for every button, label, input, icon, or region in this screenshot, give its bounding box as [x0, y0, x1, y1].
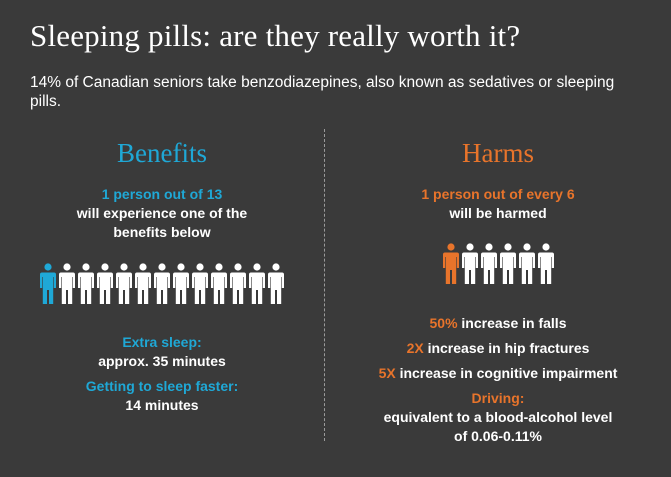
page-subtitle: 14% of Canadian seniors take benzodiazep… [30, 74, 615, 110]
extra-sleep-fact: Extra sleep: approx. 35 minutes [14, 333, 310, 371]
cognitive-value: 5X [378, 365, 396, 381]
harm-person-icon [480, 243, 497, 284]
benefits-heading: Benefits [117, 138, 207, 168]
harm-person-icon [461, 243, 478, 284]
driving-line-1: equivalent to a blood-alcohol level [383, 409, 613, 425]
hip-fractures-fact: 2X increase in hip fractures [340, 339, 656, 358]
falls-text: increase in falls [457, 315, 567, 331]
harms-stat: 1 person out of every 6 will be harmed [340, 185, 656, 223]
driving-line-2: of 0.06-0.11% [454, 428, 542, 444]
benefit-person-icon [211, 263, 227, 304]
benefit-person-icon [173, 263, 189, 304]
extra-sleep-label: Extra sleep: [122, 334, 202, 350]
benefits-people-pictogram [14, 263, 310, 305]
falls-fact: 50% increase in falls [340, 314, 656, 333]
benefits-stat: 1 person out of 13 will experience one o… [14, 185, 310, 242]
benefit-person-icon [97, 263, 113, 304]
harm-person-icon [499, 243, 516, 284]
page-title: Sleeping pills: are they really worth it… [30, 18, 521, 53]
benefits-stat-line-2: will experience one of the [76, 205, 248, 221]
benefit-person-icon [59, 263, 75, 304]
benefit-person-icon [249, 263, 265, 304]
benefit-person-icon [268, 263, 284, 304]
harm-person-highlighted-icon [442, 243, 459, 284]
benefit-person-icon [78, 263, 94, 304]
harms-stat-line-2: will be harmed [449, 205, 547, 221]
harm-person-icon [537, 243, 554, 284]
sleep-faster-label: Getting to sleep faster: [85, 378, 239, 394]
sleep-faster-fact: Getting to sleep faster: 14 minutes [14, 377, 310, 415]
sleep-faster-value: 14 minutes [125, 397, 199, 413]
harms-stat-highlight: 1 person out of every 6 [421, 186, 575, 202]
column-divider [324, 129, 325, 441]
benefit-person-icon [230, 263, 246, 304]
harms-heading: Harms [462, 138, 534, 168]
benefit-person-icon [192, 263, 208, 304]
cognitive-text: increase in cognitive impairment [395, 365, 618, 381]
benefit-person-icon [135, 263, 151, 304]
harm-person-icon [518, 243, 535, 284]
cognitive-fact: 5X increase in cognitive impairment [340, 364, 656, 383]
benefits-stat-line-3: benefits below [113, 224, 211, 240]
benefit-person-icon [116, 263, 132, 304]
driving-label: Driving: [471, 390, 525, 406]
driving-fact: Driving: equivalent to a blood-alcohol l… [340, 389, 656, 446]
benefits-facts: Extra sleep: approx. 35 minutes Getting … [14, 333, 310, 421]
hip-fractures-text: increase in hip fractures [423, 340, 590, 356]
benefit-person-highlighted-icon [40, 263, 56, 304]
extra-sleep-value: approx. 35 minutes [98, 353, 226, 369]
benefits-stat-highlight: 1 person out of 13 [101, 186, 223, 202]
harms-people-pictogram [340, 243, 656, 285]
benefit-person-icon [154, 263, 170, 304]
falls-value: 50% [429, 315, 458, 331]
hip-fractures-value: 2X [406, 340, 424, 356]
harms-facts: 50% increase in falls 2X increase in hip… [340, 314, 656, 452]
